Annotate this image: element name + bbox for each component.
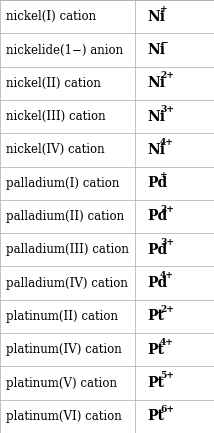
Text: Ni: Ni xyxy=(147,76,165,90)
Text: Ni: Ni xyxy=(147,110,165,123)
Text: −: − xyxy=(160,38,168,47)
Text: 4+: 4+ xyxy=(160,138,174,147)
Text: nickel(I) cation: nickel(I) cation xyxy=(6,10,96,23)
Text: 2+: 2+ xyxy=(160,205,174,213)
Text: nickel(III) cation: nickel(III) cation xyxy=(6,110,106,123)
Text: nickel(II) cation: nickel(II) cation xyxy=(6,77,101,90)
Text: Pt: Pt xyxy=(147,310,164,323)
Text: 4+: 4+ xyxy=(160,338,174,347)
Text: nickel(IV) cation: nickel(IV) cation xyxy=(6,143,105,156)
Text: palladium(II) cation: palladium(II) cation xyxy=(6,210,124,223)
Text: +: + xyxy=(160,171,168,181)
Text: 4+: 4+ xyxy=(160,271,174,280)
Text: palladium(III) cation: palladium(III) cation xyxy=(6,243,129,256)
Text: Ni: Ni xyxy=(147,10,165,24)
Text: platinum(IV) cation: platinum(IV) cation xyxy=(6,343,122,356)
Text: palladium(I) cation: palladium(I) cation xyxy=(6,177,119,190)
Text: nickelide(1−) anion: nickelide(1−) anion xyxy=(6,43,123,56)
Text: 3+: 3+ xyxy=(160,238,174,247)
Text: platinum(II) cation: platinum(II) cation xyxy=(6,310,118,323)
Text: Pd: Pd xyxy=(147,276,167,290)
Text: Pt: Pt xyxy=(147,376,164,390)
Text: 2+: 2+ xyxy=(160,304,174,313)
Text: Ni: Ni xyxy=(147,143,165,157)
Text: Ni: Ni xyxy=(147,43,165,57)
Text: 2+: 2+ xyxy=(160,71,174,81)
Text: Pt: Pt xyxy=(147,409,164,423)
Text: 3+: 3+ xyxy=(160,105,174,114)
Text: Pd: Pd xyxy=(147,210,167,223)
Text: Pd: Pd xyxy=(147,176,167,190)
Text: 6+: 6+ xyxy=(160,404,174,414)
Text: Pd: Pd xyxy=(147,243,167,257)
Text: palladium(IV) cation: palladium(IV) cation xyxy=(6,277,128,290)
Text: 5+: 5+ xyxy=(160,371,174,380)
Text: +: + xyxy=(160,5,168,14)
Text: Pt: Pt xyxy=(147,343,164,357)
Text: platinum(V) cation: platinum(V) cation xyxy=(6,377,117,390)
Text: platinum(VI) cation: platinum(VI) cation xyxy=(6,410,122,423)
